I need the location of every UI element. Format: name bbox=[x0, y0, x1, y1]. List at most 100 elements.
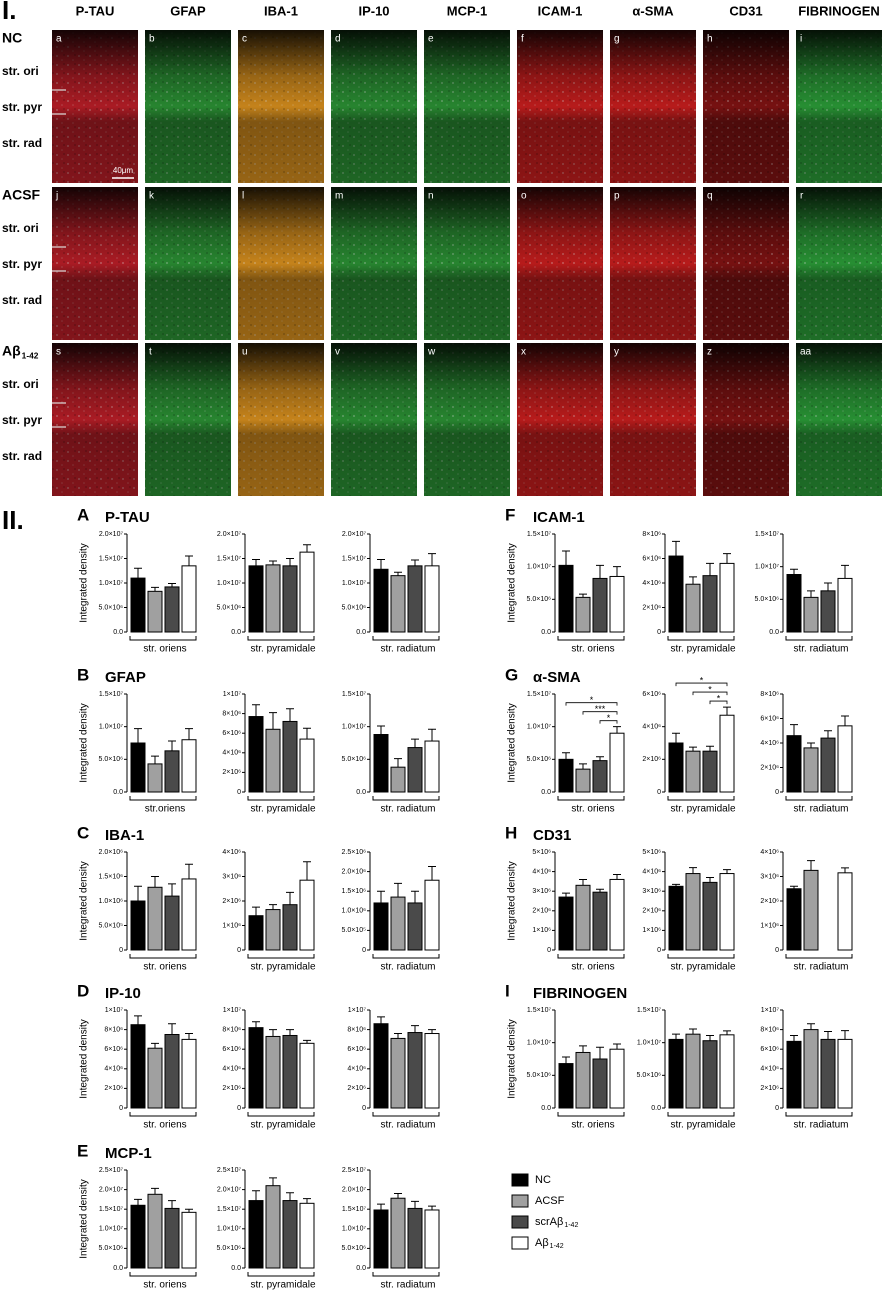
legend-label: NC bbox=[535, 1174, 551, 1186]
micrograph-shade bbox=[517, 343, 603, 496]
bar bbox=[130, 1024, 146, 1109]
micrograph-shade bbox=[796, 30, 882, 183]
error-bar bbox=[286, 891, 294, 905]
error-bar bbox=[579, 763, 587, 770]
error-bar bbox=[807, 860, 815, 871]
y-tick-label: 2.0×10⁶ bbox=[99, 849, 124, 856]
x-bracket bbox=[247, 636, 315, 641]
row-label: Aβ bbox=[2, 343, 21, 359]
x-axis-label: str. pyramidale bbox=[250, 804, 315, 815]
error-bar bbox=[596, 756, 604, 761]
y-tick-label: 2.0×10⁶ bbox=[342, 868, 367, 875]
x-axis-label: str. pyramidale bbox=[250, 962, 315, 973]
error-bar bbox=[428, 553, 436, 566]
error-bar bbox=[411, 890, 419, 903]
y-tick-label: 2.0×10⁷ bbox=[99, 1186, 124, 1193]
x-axis-label: str. pyramidale bbox=[250, 1280, 315, 1291]
y-tick-label: 1.5×10⁷ bbox=[342, 691, 367, 698]
error-bar bbox=[790, 1034, 798, 1042]
y-tick-label: 5×10⁶ bbox=[532, 849, 551, 856]
bar bbox=[575, 884, 591, 951]
error-bar bbox=[185, 1033, 193, 1040]
y-tick-label: 1.0×10⁷ bbox=[342, 1226, 367, 1233]
bar bbox=[282, 565, 298, 633]
scale-bar-label: 40μm bbox=[113, 166, 134, 175]
panel-letter: H bbox=[505, 823, 517, 842]
significance-bracket bbox=[675, 682, 728, 687]
y-tick-label: 5.0×10⁵ bbox=[341, 927, 366, 934]
y-tick-label: 0 bbox=[547, 947, 551, 954]
y-axis-label: Integrated density bbox=[79, 1019, 90, 1099]
bar bbox=[820, 590, 836, 633]
y-tick-label: 1.0×10⁷ bbox=[527, 1040, 552, 1047]
bar bbox=[786, 735, 802, 793]
panel-letter: E bbox=[77, 1141, 88, 1160]
y-tick-label: 0 bbox=[775, 789, 779, 796]
x-bracket bbox=[557, 1112, 625, 1117]
bar bbox=[282, 1200, 298, 1269]
error-bar bbox=[706, 1034, 714, 1041]
x-axis-label: str. pyramidale bbox=[670, 804, 735, 815]
y-tick-label: 1.0×10⁷ bbox=[527, 724, 552, 731]
y-tick-label: 4×10⁶ bbox=[760, 740, 779, 747]
y-tick-label: 2×10⁶ bbox=[642, 908, 661, 915]
significance-bracket bbox=[709, 700, 728, 705]
y-tick-label: 2.5×10⁷ bbox=[342, 1167, 367, 1174]
bar bbox=[164, 895, 180, 951]
micrograph-shade bbox=[145, 187, 231, 340]
layer-label: str. rad bbox=[2, 449, 42, 463]
x-bracket bbox=[785, 954, 853, 959]
tile-letter: r bbox=[800, 191, 804, 202]
bar bbox=[373, 734, 389, 793]
y-tick-label: 8×10⁶ bbox=[760, 691, 779, 698]
error-bar bbox=[824, 730, 832, 739]
y-tick-label: 1×10⁶ bbox=[222, 922, 241, 929]
error-bar bbox=[790, 885, 798, 889]
bar bbox=[164, 750, 180, 793]
x-axis-label: str. pyramidale bbox=[250, 644, 315, 655]
bar bbox=[390, 1197, 406, 1269]
y-tick-label: 0.0 bbox=[356, 789, 366, 796]
x-bracket bbox=[785, 1112, 853, 1117]
x-bracket bbox=[667, 796, 735, 801]
tile-letter: l bbox=[242, 191, 244, 202]
y-tick-label: 2×10⁶ bbox=[532, 908, 551, 915]
bar bbox=[575, 768, 591, 793]
bar bbox=[719, 562, 735, 633]
layer-label: str. rad bbox=[2, 136, 42, 150]
x-bracket bbox=[247, 1112, 315, 1117]
error-bar bbox=[151, 586, 159, 592]
tile-letter: x bbox=[521, 347, 526, 358]
x-bracket bbox=[129, 796, 197, 801]
y-tick-label: 0 bbox=[657, 947, 661, 954]
error-bar bbox=[428, 728, 436, 742]
x-axis-label: str. pyramidale bbox=[670, 1120, 735, 1131]
bar bbox=[558, 1063, 574, 1109]
micrograph-shade bbox=[610, 30, 696, 183]
y-tick-label: 6×10⁶ bbox=[222, 1046, 241, 1053]
bar bbox=[299, 738, 315, 793]
y-tick-label: 5.0×10⁶ bbox=[527, 1072, 552, 1079]
error-bar bbox=[269, 904, 277, 910]
error-bar bbox=[672, 540, 680, 557]
bar bbox=[299, 879, 315, 951]
tile-letter: e bbox=[428, 34, 434, 45]
tile-letter: p bbox=[614, 191, 620, 202]
chart-title: ICAM-1 bbox=[533, 509, 585, 526]
y-axis-label: Integrated density bbox=[79, 703, 90, 783]
x-axis-label: str. oriens bbox=[143, 962, 186, 973]
y-tick-label: 5.0×10⁶ bbox=[217, 604, 242, 611]
y-tick-label: 6×10⁶ bbox=[347, 1046, 366, 1053]
x-axis-label: str. radiatum bbox=[380, 644, 435, 655]
micrograph-shade bbox=[145, 343, 231, 496]
bar bbox=[424, 1209, 440, 1269]
significance-bracket bbox=[692, 691, 728, 696]
legend-label-sub: 1-42 bbox=[550, 1243, 564, 1250]
y-tick-label: 2×10⁶ bbox=[642, 604, 661, 611]
tile-letter: a bbox=[56, 34, 62, 45]
y-tick-label: 5.0×10⁶ bbox=[99, 756, 124, 763]
bar bbox=[609, 1048, 625, 1109]
micrograph-shade bbox=[238, 30, 324, 183]
bar bbox=[424, 740, 440, 793]
x-axis-label: str. oriens bbox=[143, 1120, 186, 1131]
